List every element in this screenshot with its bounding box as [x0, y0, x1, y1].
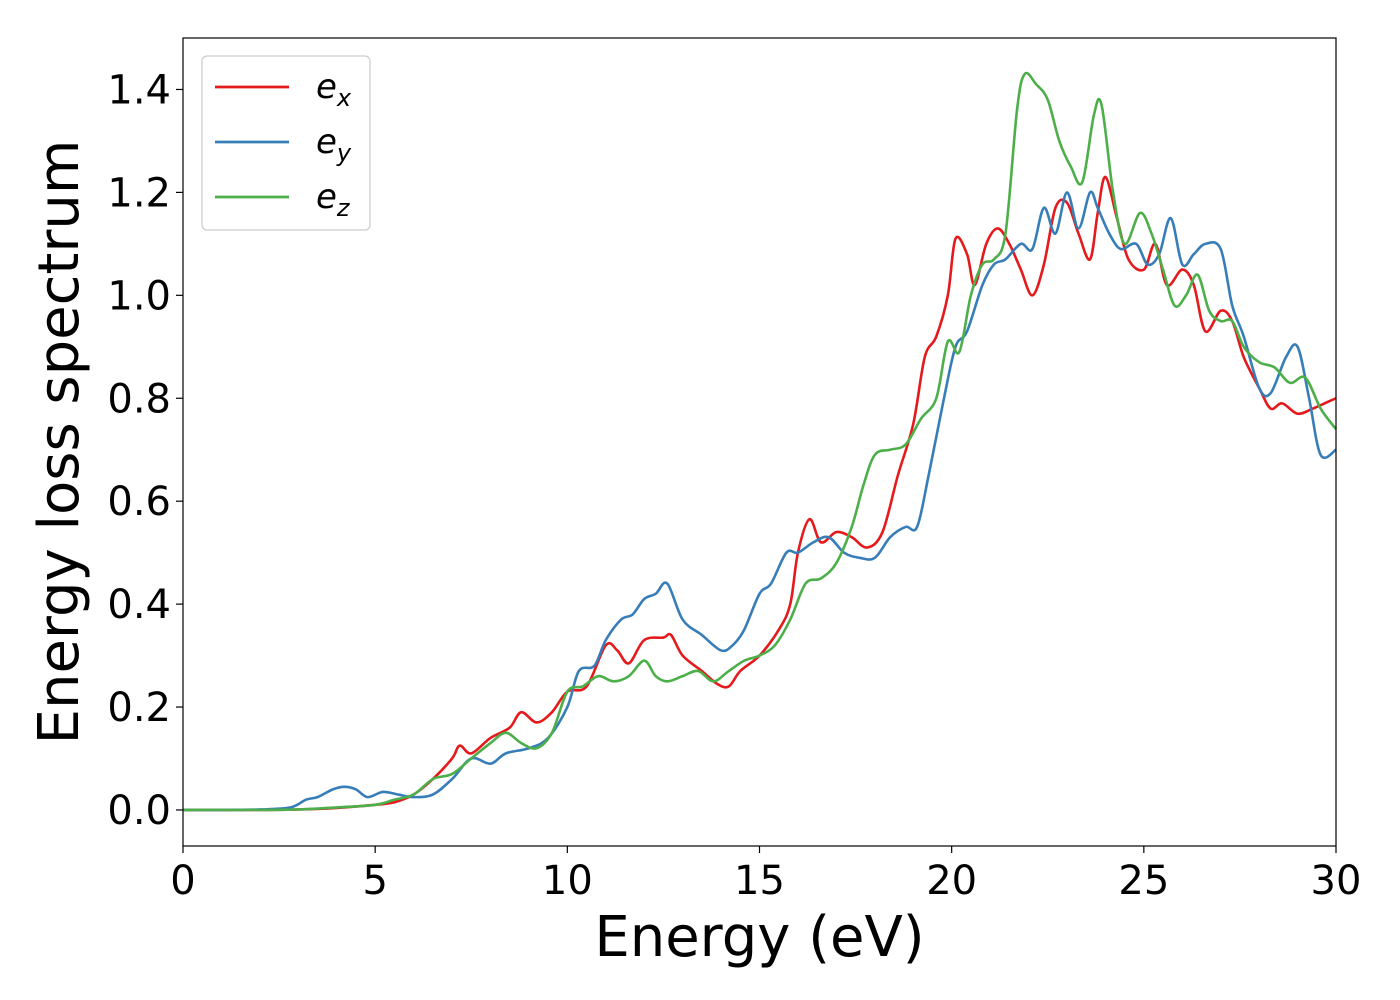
- y-tick-label: 0.6: [107, 479, 171, 525]
- x-tick-label: 10: [542, 858, 593, 904]
- y-axis-label: Energy loss spectrum: [27, 140, 92, 745]
- y-tick-label: 1.0: [107, 273, 171, 319]
- y-tick-label: 0.2: [107, 685, 171, 731]
- series-line-ey: [182, 190, 1337, 812]
- y-tick-label: 1.4: [107, 67, 171, 113]
- legend-label-ey: ey: [316, 122, 352, 167]
- x-tick-label: 5: [362, 858, 387, 904]
- y-tick-label: 1.2: [107, 170, 171, 216]
- x-tick-label: 25: [1118, 858, 1169, 904]
- legend-label-ez: ez: [316, 177, 351, 222]
- x-tick-label: 20: [926, 858, 977, 904]
- x-tick-label: 15: [734, 858, 785, 904]
- y-tick-label: 0.4: [107, 582, 171, 628]
- x-axis-ticks: 0 5 10 15 20 25 30: [170, 846, 1361, 904]
- y-tick-label: 0.8: [107, 376, 171, 422]
- legend: ex ey ez: [201, 55, 371, 231]
- series-line-ez: [183, 71, 1338, 812]
- x-axis-label: Energy (eV): [594, 905, 924, 970]
- legend-label-ex: ex: [316, 67, 352, 112]
- y-axis-ticks: 0.0 0.2 0.4 0.6 0.8 1.0 1.2 1.4: [107, 67, 183, 834]
- series-layer: [182, 71, 1338, 812]
- x-tick-label: 0: [170, 858, 195, 904]
- x-tick-label: 30: [1311, 858, 1362, 904]
- y-tick-label: 0.0: [107, 788, 171, 834]
